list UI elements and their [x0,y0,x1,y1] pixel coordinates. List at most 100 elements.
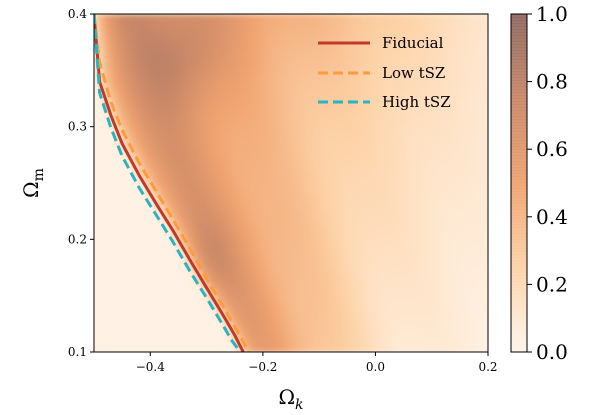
heatmap-cell [206,115,213,122]
heatmap-cell [352,233,360,240]
heatmap-cell [155,53,163,60]
heatmap-cell [375,261,382,269]
heatmap-cell [319,81,326,88]
heatmap-cell [307,340,315,347]
heatmap-cell [330,222,337,229]
heatmap-cell [144,132,151,139]
heatmap-cell [116,30,123,38]
heatmap-cell [184,81,191,88]
heatmap-cell [471,109,478,116]
heatmap-cell [178,104,185,111]
heatmap-cell [324,199,331,207]
heatmap-cell [459,14,467,21]
heatmap-cell [116,171,123,178]
heatmap-cell [364,53,371,60]
heatmap-cell [336,14,343,21]
heatmap-cell [274,256,281,263]
heatmap-cell [172,284,180,291]
heatmap-cell [172,109,180,116]
heatmap-cell [257,121,264,128]
heatmap-cell [302,329,309,336]
heatmap-cell [369,59,377,66]
heatmap-cell [307,53,315,60]
heatmap-cell [279,81,286,88]
heatmap-cell [302,194,309,201]
heatmap-cell [251,64,258,71]
heatmap-cell [161,183,168,190]
heatmap-cell [409,261,416,269]
heatmap-cell [296,205,303,212]
heatmap-cell [476,14,483,21]
heatmap-cell [172,104,180,111]
heatmap-cell [133,115,140,122]
heatmap-cell [144,194,151,201]
heatmap-cell [442,115,450,122]
heatmap-cell [369,199,377,207]
heatmap-cell [99,340,106,347]
heatmap-cell [459,42,467,49]
heatmap-cell [324,329,331,336]
heatmap-cell [105,199,112,207]
heatmap-cell [319,14,326,21]
heatmap-cell [94,250,101,257]
heatmap-cell [189,267,196,274]
heatmap-cell [437,70,444,77]
heatmap-cell [133,284,140,291]
heatmap-cell [330,239,337,246]
heatmap-cell [403,160,410,167]
heatmap-cell [110,228,118,235]
heatmap-cell [336,109,343,116]
heatmap-cell [274,228,281,235]
heatmap-cell [245,177,253,184]
heatmap-cell [392,312,399,319]
heatmap-cell [99,306,106,314]
heatmap-cell [324,323,331,331]
heatmap-cell [234,126,241,133]
heatmap-cell [150,47,157,55]
heatmap-cell [476,132,483,139]
heatmap-cell [426,75,433,83]
heatmap-cell [234,166,241,173]
heatmap-cell [127,75,134,83]
heatmap-cell [392,301,399,308]
heatmap-cell [375,160,382,167]
heatmap-cell [127,160,134,167]
heatmap-cell [144,295,151,302]
heatmap-cell [94,143,101,150]
heatmap-cell [482,244,488,252]
heatmap-cell [150,306,157,314]
heatmap-cell [442,211,450,218]
heatmap-cell [392,149,399,156]
heatmap-cell [206,233,213,240]
heatmap-cell [291,47,298,55]
heatmap-cell [448,126,455,133]
heatmap-cell [358,340,365,347]
heatmap-cell [381,335,388,342]
heatmap-cell [386,301,393,308]
heatmap-cell [291,312,298,319]
heatmap-cell [369,306,377,314]
heatmap-cell [274,53,281,60]
heatmap-cell [414,261,422,269]
heatmap-cell [454,70,461,77]
heatmap-cell [240,70,247,77]
heatmap-cell [167,239,174,246]
heatmap-cell [386,92,393,100]
heatmap-cell [319,256,326,263]
heatmap-cell [352,14,360,21]
heatmap-cell [307,211,315,218]
heatmap-cell [217,340,225,347]
heatmap-cell [223,19,230,26]
heatmap-cell [223,42,230,49]
heatmap-cell [431,239,438,246]
heatmap-cell [307,126,315,133]
y-axis-label-subscript: m [31,168,47,181]
heatmap-cell [189,53,196,60]
heatmap-cell [302,290,309,297]
heatmap-cell [268,64,275,71]
heatmap-cell [122,154,129,162]
heatmap-cell [364,216,371,224]
heatmap-cell [476,267,483,274]
heatmap-cell [257,160,264,167]
heatmap-cell [302,335,309,342]
